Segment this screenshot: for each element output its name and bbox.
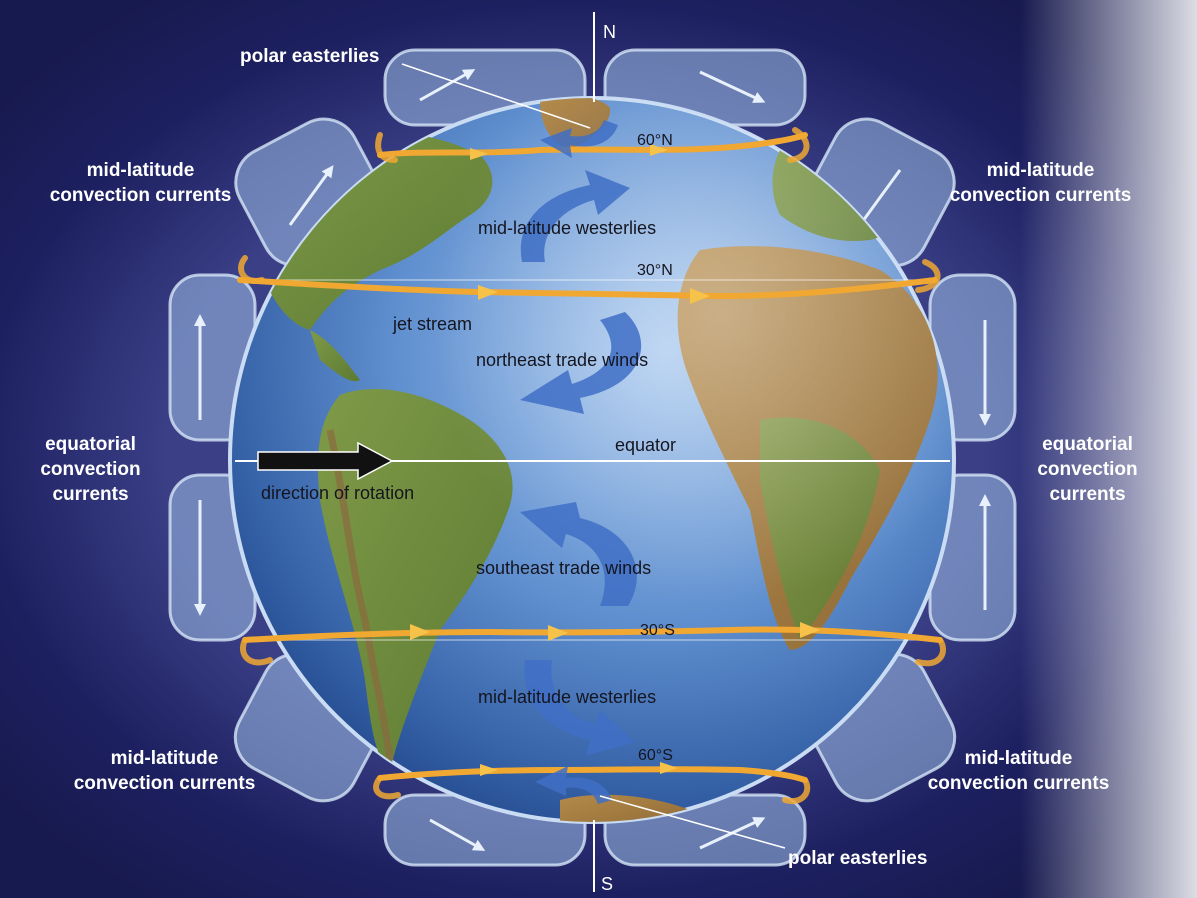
convection-cell-arrows — [194, 69, 991, 851]
jet-stream-30s — [242, 626, 943, 643]
eq-convection-e-line3: currents — [1049, 484, 1126, 505]
westerlies-north-arrow — [520, 170, 630, 262]
polar-easterlies-north-label: polar easterlies — [240, 46, 380, 67]
north-pole-label: N — [603, 22, 616, 42]
south-pole-label: S — [601, 874, 614, 894]
jet-streams — [237, 127, 946, 805]
jet-stream-60s — [377, 766, 808, 783]
ne-trade-label: northeast trade winds — [476, 350, 649, 370]
lat-60s-label: 60°S — [638, 747, 673, 764]
mid-convection-se-label: mid-latitude convection currents — [916, 746, 1121, 796]
eq-convection-e-label: equatorial convection currents — [1005, 432, 1170, 507]
westerlies-south-label: mid-latitude westerlies — [478, 687, 657, 707]
rotation-label: direction of rotation — [261, 483, 415, 503]
westerlies-south-arrow — [524, 660, 635, 756]
polar-easterlies-south-leader — [599, 795, 786, 849]
mid-convection-ne-line1: mid-latitude — [986, 160, 1095, 181]
mid-convection-nw-line1: mid-latitude — [86, 160, 195, 181]
rotation-arrow — [257, 441, 394, 481]
jet-stream-60n — [377, 132, 808, 158]
polar-easterlies-north-arrow — [540, 120, 618, 158]
westerlies-north-label: mid-latitude westerlies — [478, 218, 657, 238]
eq-convection-w-line2: convection — [40, 459, 141, 480]
jet-stream-arrows — [410, 144, 820, 776]
lat-60n-label: 60°N — [637, 132, 673, 149]
eq-convection-e-line2: convection — [1037, 459, 1138, 480]
mid-convection-nw-label: mid-latitude convection currents — [38, 158, 243, 208]
jet-stream-30n — [237, 277, 938, 300]
lat-30s-label: 30°S — [640, 622, 675, 639]
lat-30n-label: 30°N — [637, 262, 673, 279]
latitude-lines — [262, 279, 930, 641]
mid-convection-se-line2: convection currents — [927, 773, 1110, 794]
mid-convection-sw-line1: mid-latitude — [110, 748, 219, 769]
polar-easterlies-south-label: polar easterlies — [788, 848, 928, 869]
se-trade-label: southeast trade winds — [476, 558, 652, 578]
ne-trade-arrow — [520, 312, 642, 414]
wind-arrows — [520, 120, 642, 804]
jet-stream-label: jet stream — [393, 314, 473, 334]
eq-convection-w-line3: currents — [52, 484, 129, 505]
eq-convection-w-label: equatorial convection currents — [8, 432, 173, 507]
mid-convection-sw-label: mid-latitude convection currents — [62, 746, 267, 796]
mid-convection-ne-line2: convection currents — [949, 185, 1132, 206]
se-trade-arrow — [520, 502, 637, 606]
mid-convection-sw-line2: convection currents — [73, 773, 256, 794]
polar-easterlies-south-arrow — [535, 766, 612, 804]
equator-label: equator — [615, 435, 677, 455]
mid-convection-nw-line2: convection currents — [49, 185, 232, 206]
polar-easterlies-north-leader — [401, 63, 591, 129]
background-fade — [1020, 0, 1197, 898]
eq-convection-e-line1: equatorial — [1042, 434, 1133, 455]
mid-convection-se-line1: mid-latitude — [964, 748, 1073, 769]
eq-convection-w-line1: equatorial — [45, 434, 136, 455]
mid-convection-ne-label: mid-latitude convection currents — [938, 158, 1143, 208]
